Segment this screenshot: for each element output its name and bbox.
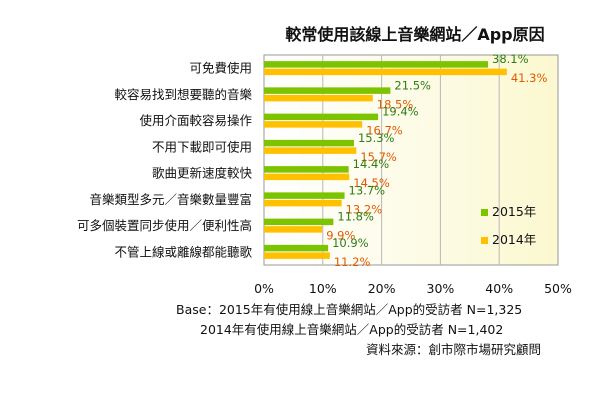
bar-2014 xyxy=(264,121,363,128)
bar-2015 xyxy=(264,166,349,173)
footnote-base-2014: 2014年有使用線上音樂網站／App的受訪者 N=1,402 xyxy=(200,322,504,337)
category-label: 使用介面較容易操作 xyxy=(139,113,252,128)
category-label: 音樂類型多元／音樂數量豐富 xyxy=(89,192,252,207)
bar-2014 xyxy=(264,173,350,181)
data-label-2014: 16.7% xyxy=(366,124,403,138)
data-label-2014: 18.5% xyxy=(377,97,414,111)
footnote-source: 資料來源：創市際市場研究顧問 xyxy=(366,342,542,357)
x-tick-label: 30% xyxy=(427,281,455,296)
data-label-2014: 11.2% xyxy=(334,255,371,269)
legend-label: 2014年 xyxy=(492,232,536,247)
bars xyxy=(264,61,507,259)
category-label: 歌曲更新速度較快 xyxy=(152,166,253,181)
bar-2014 xyxy=(264,199,342,207)
bar-2015 xyxy=(264,218,334,226)
bar-2015 xyxy=(264,113,379,121)
data-label-2015: 11.8% xyxy=(337,210,374,224)
bar-2015 xyxy=(264,61,489,68)
x-tick-label: 10% xyxy=(309,281,337,296)
x-tick-label: 0% xyxy=(254,281,274,296)
data-label-2014: 13.2% xyxy=(346,202,383,216)
category-label: 可免費使用 xyxy=(189,61,252,76)
data-label-2015: 14.4% xyxy=(353,157,390,171)
data-label-2015: 19.4% xyxy=(382,105,419,119)
bar-2015 xyxy=(264,139,354,147)
legend-swatch xyxy=(481,209,488,216)
bar-2014 xyxy=(264,68,507,76)
chart-title: 較常使用該線上音樂網站／App原因 xyxy=(285,25,544,44)
data-label-2015: 15.3% xyxy=(358,131,395,145)
data-label-2015: 21.5% xyxy=(394,78,431,92)
category-label: 不管上線或離線都能聽歌 xyxy=(114,244,252,259)
bar-2014 xyxy=(264,252,330,259)
bar-2015 xyxy=(264,192,345,199)
x-tick-label: 50% xyxy=(544,281,572,296)
footnote-base-2015: Base：2015年有使用線上音樂網站／App的受訪者 N=1,325 xyxy=(176,302,523,317)
bar-2014 xyxy=(264,147,357,154)
x-tick-label: 40% xyxy=(485,281,513,296)
category-label: 較容易找到想要聽的音樂 xyxy=(114,87,252,102)
bar-2014 xyxy=(264,226,323,233)
data-label-2015: 13.7% xyxy=(349,183,386,197)
data-label-2014: 9.9% xyxy=(326,229,355,243)
data-label-2014: 15.7% xyxy=(360,150,397,164)
chart: 較常使用該線上音樂網站／App原因 可免費使用較容易找到想要聽的音樂使用介面較容… xyxy=(77,25,572,296)
category-labels: 可免費使用較容易找到想要聽的音樂使用介面較容易操作不用下載即可使用歌曲更新速度較… xyxy=(77,61,253,260)
bar-2015 xyxy=(264,244,329,252)
data-label-2015: 10.9% xyxy=(332,236,369,250)
data-label-2014: 41.3% xyxy=(511,71,548,85)
legend: 2015年 2014年 xyxy=(481,204,536,247)
bar-2015 xyxy=(264,87,391,94)
category-label: 不用下載即可使用 xyxy=(152,139,252,154)
legend-label: 2015年 xyxy=(492,204,536,219)
data-label-2014: 14.5% xyxy=(353,176,390,190)
legend-swatch xyxy=(481,237,488,244)
bar-2014 xyxy=(264,94,373,102)
value-labels: 38.1% 41.3% 21.5% 18.5%19.4% 16.7%15.3% 15.7%… xyxy=(326,52,547,269)
x-tick-label: 20% xyxy=(368,281,396,296)
x-axis-ticks: 0% 10% 20% 30% 40% 50% xyxy=(254,281,572,296)
category-label: 可多個裝置同步使用／便利性高 xyxy=(77,218,252,233)
data-label-2015: 38.1% xyxy=(492,52,529,66)
